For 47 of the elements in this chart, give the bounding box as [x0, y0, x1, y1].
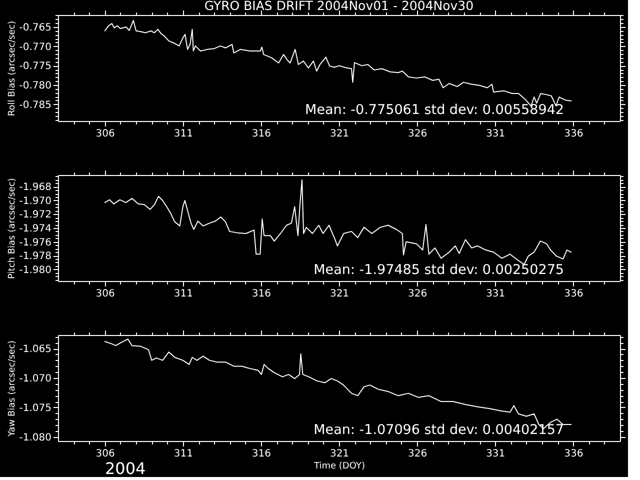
x-axis-title: Time (DOY) — [313, 462, 365, 472]
y-tick-label: -1.080 — [19, 432, 52, 444]
y-tick-label: -0.770 — [19, 42, 52, 53]
y-tick-label: -0.780 — [19, 80, 52, 92]
annotation: Mean: -1.07096 std dev: 0.00402157 — [314, 422, 564, 438]
y-tick-label: -1.980 — [19, 264, 52, 276]
x-tick-label: 316 — [252, 288, 271, 300]
x-tick-label: 306 — [96, 128, 115, 140]
x-tick-label: 336 — [564, 448, 584, 460]
x-tick-label: 326 — [408, 288, 428, 300]
y-tick-label: -1.970 — [19, 196, 52, 207]
y-tick-label: -1.075 — [19, 402, 52, 414]
y-tick-label: -1.065 — [19, 344, 52, 356]
y-tick-label: -1.968 — [19, 182, 52, 194]
y-tick-label: -1.972 — [19, 210, 52, 221]
x-tick-label: 321 — [330, 288, 350, 300]
y-tick-label: -1.978 — [19, 251, 52, 262]
x-tick-label: 316 — [252, 128, 271, 140]
x-tick-label: 311 — [174, 288, 193, 300]
x-tick-label: 311 — [174, 448, 193, 460]
x-tick-label: 336 — [564, 128, 584, 140]
x-tick-label: 336 — [564, 288, 584, 300]
annotation: Mean: -0.775061 std dev: 0.00558942 — [305, 102, 564, 118]
line-series — [104, 179, 572, 265]
x-tick-label: 316 — [252, 448, 271, 460]
x-tick-label: 306 — [96, 288, 115, 300]
text: 2004 — [105, 459, 146, 478]
x-tick-label: 321 — [330, 448, 350, 460]
y-tick-label: -0.785 — [19, 100, 52, 111]
x-tick-label: 331 — [486, 448, 506, 460]
x-tick-label: 306 — [96, 448, 115, 460]
x-tick-label: 326 — [408, 128, 428, 140]
x-tick-label: 326 — [408, 448, 428, 460]
y-axis-title: Yaw Bias (arcsec/sec) — [7, 340, 18, 438]
y-axis-title: Roll Bias (arcsec/sec) — [7, 20, 18, 116]
y-axis-title: Pitch Bias (arcsec/sec) — [7, 178, 18, 279]
x-tick-label: 311 — [174, 128, 193, 140]
x-tick-label: 321 — [330, 128, 350, 140]
y-tick-label: -0.765 — [19, 22, 52, 34]
chart-title: GYRO BIAS DRIFT 2004Nov01 - 2004Nov30 — [204, 0, 474, 13]
x-tick-label: 331 — [486, 128, 506, 140]
annotation: Mean: -1.97485 std dev: 0.00250275 — [314, 262, 564, 278]
y-tick-label: -1.070 — [19, 373, 52, 384]
y-tick-label: -0.775 — [19, 61, 52, 72]
y-tick-label: -1.974 — [19, 224, 52, 234]
x-tick-label: 331 — [486, 288, 506, 300]
y-tick-label: -1.976 — [19, 237, 52, 248]
